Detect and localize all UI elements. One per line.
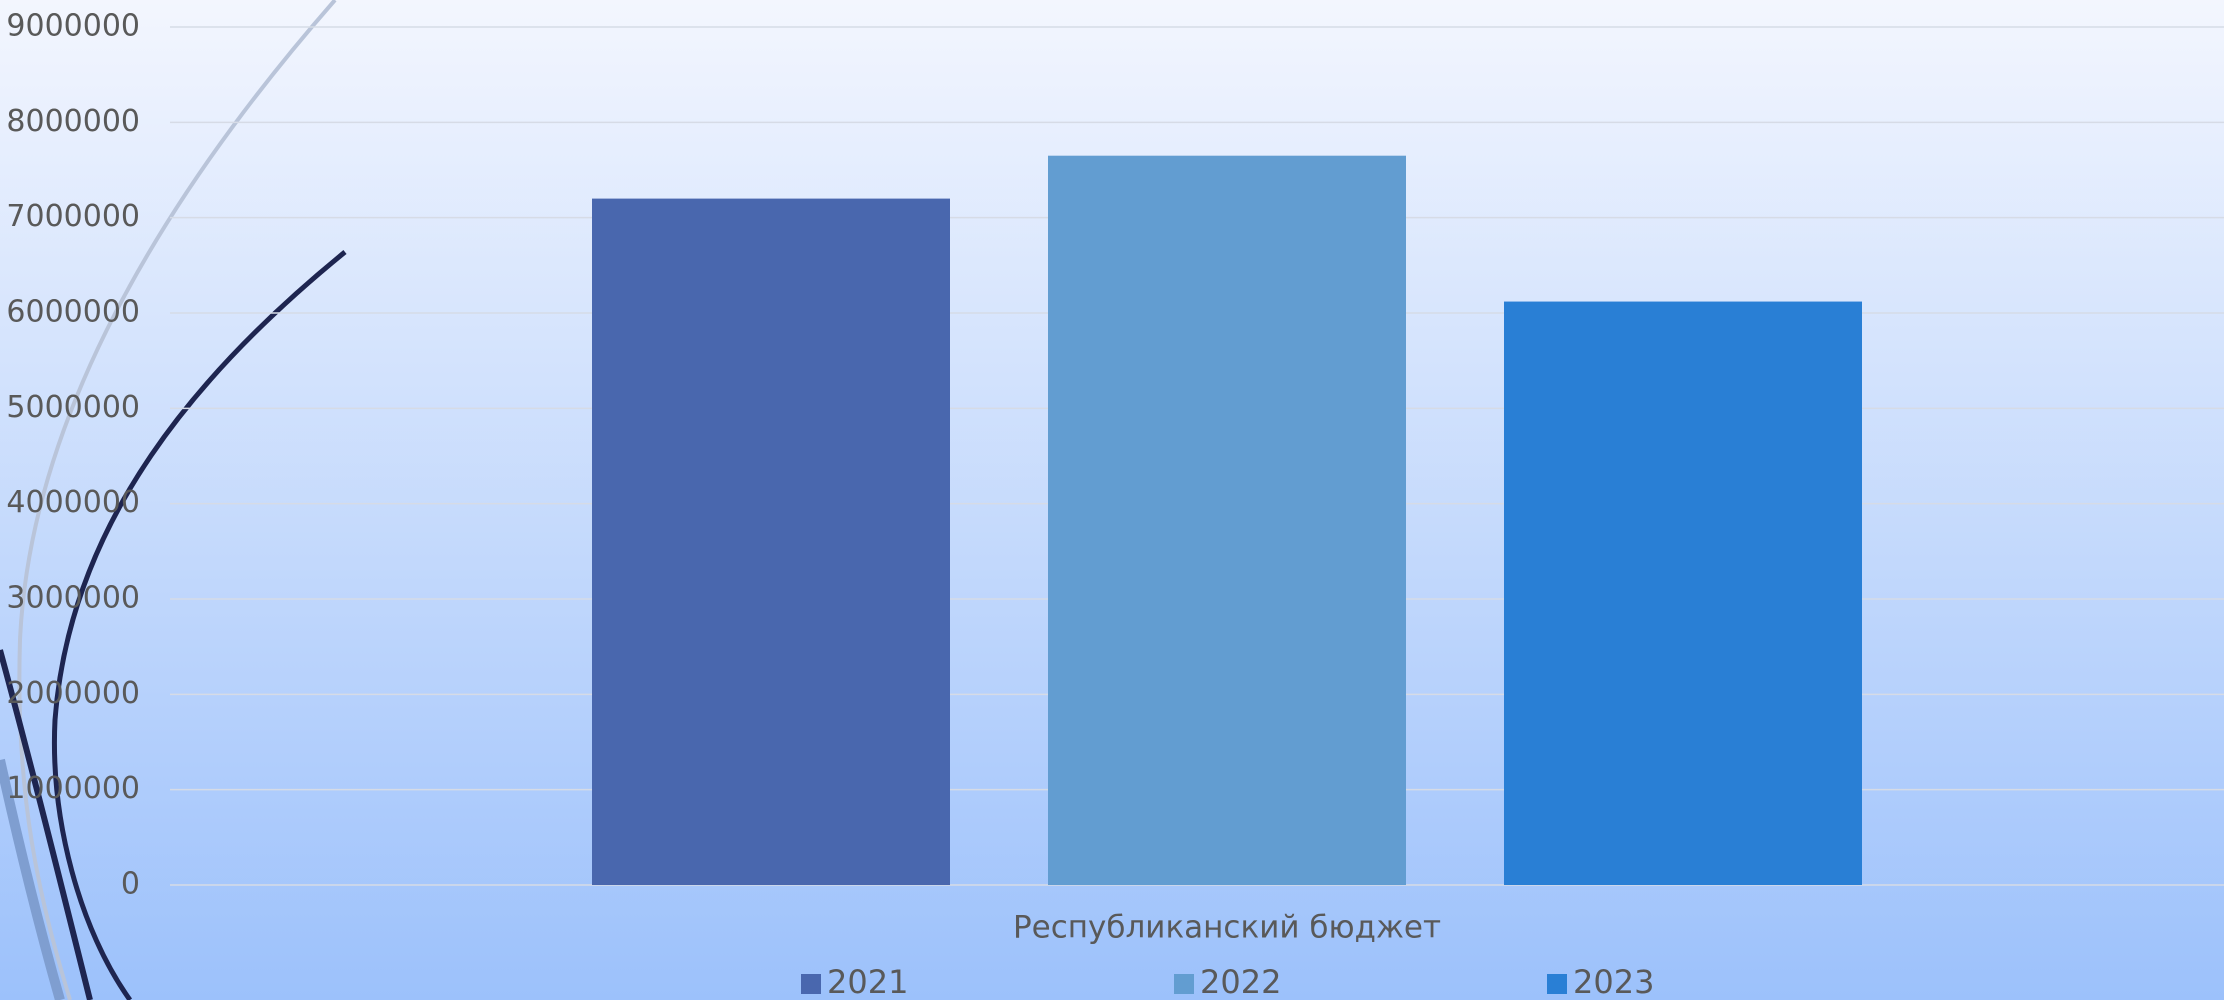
y-tick-label: 1000000 [6,771,140,806]
y-tick-label: 9000000 [6,9,140,44]
x-tick-label: Республиканский бюджет [1013,910,1441,946]
legend-swatch [801,974,821,994]
bar [1504,301,1862,885]
y-tick-label: 5000000 [6,390,140,425]
legend-label: 2021 [827,963,908,1000]
y-tick-label: 8000000 [6,104,140,139]
legend-swatch [1547,974,1567,994]
decor-curve [0,758,65,1000]
bar [1048,155,1406,885]
legend-label: 2022 [1200,963,1281,1000]
y-tick-label: 6000000 [6,295,140,330]
y-tick-label: 4000000 [6,485,140,520]
y-tick-label: 7000000 [6,199,140,234]
bar [592,198,950,886]
decor-curve [0,649,93,1000]
plot-area: 0 1000000 2000000 3000000 4000000 5000000 6000… [6,9,2224,1000]
decor-curve [17,0,337,1000]
legend-label: 2023 [1573,963,1654,1000]
y-tick-label: 0 [121,867,140,902]
decoration [0,0,347,1000]
decor-curve [51,250,347,1000]
y-tick-label: 2000000 [6,676,140,711]
y-tick-label: 3000000 [6,581,140,616]
legend-swatch [1174,974,1194,994]
